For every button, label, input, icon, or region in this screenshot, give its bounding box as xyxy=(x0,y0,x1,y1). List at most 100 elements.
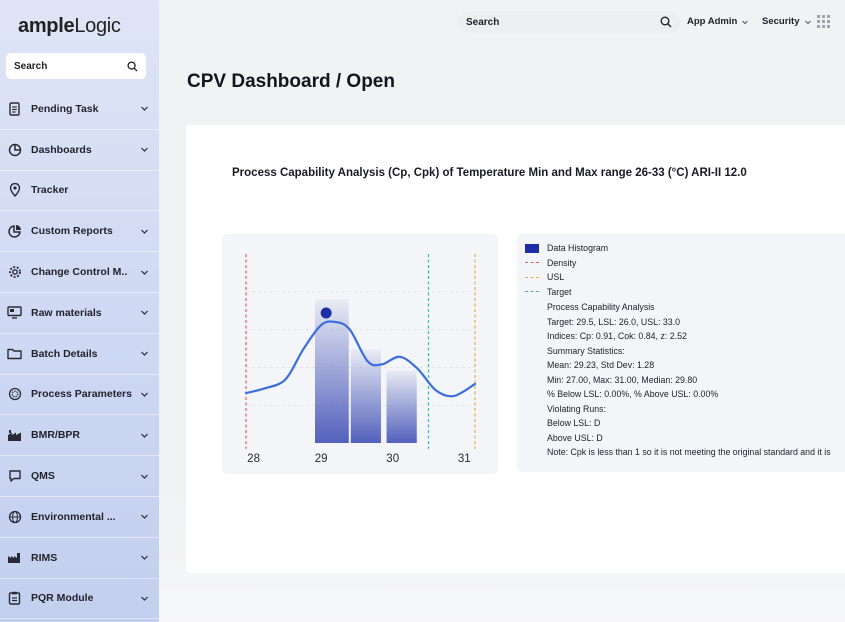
apps-grid-icon[interactable] xyxy=(817,15,830,28)
x-tick-label: 28 xyxy=(247,453,260,465)
histogram-bar xyxy=(386,370,417,443)
sidebar-item-raw-materials[interactable]: Raw materials xyxy=(0,293,159,334)
chevron-down-icon[interactable] xyxy=(139,430,149,440)
legend-label: Target xyxy=(547,286,572,297)
legend-entry[interactable]: Density xyxy=(525,258,576,268)
cog-dots-icon xyxy=(7,387,22,402)
sidebar-item-label: BMR/BPR xyxy=(31,429,80,442)
density-curve xyxy=(244,320,477,398)
security-menu[interactable]: Security xyxy=(762,16,812,27)
sidebar: ampleLogic Search Pending Task Dashboards… xyxy=(0,0,159,622)
sidebar-item-label: Change Control M.. xyxy=(31,266,128,279)
sidebar-item-environmental[interactable]: Environmental ... xyxy=(0,497,159,538)
top-search-input[interactable]: Search xyxy=(458,11,680,33)
sidebar-item-bmr-bpr[interactable]: BMR/BPR xyxy=(0,415,159,457)
legend-stat-line: Min: 27.00, Max: 31.00, Median: 29.80 xyxy=(547,374,698,385)
sidebar-item-label: Environmental ... xyxy=(31,510,116,523)
histogram-bar xyxy=(350,349,381,443)
chevron-down-icon[interactable] xyxy=(139,512,149,522)
app-logo[interactable]: ampleLogic xyxy=(18,15,121,37)
x-tick-label: 30 xyxy=(386,453,399,465)
chevron-down-icon[interactable] xyxy=(139,593,149,603)
sidebar-item-label: Pending Task xyxy=(31,102,99,115)
x-tick-label: 29 xyxy=(315,453,328,465)
chevron-down-icon[interactable] xyxy=(139,471,149,481)
gear-icon xyxy=(7,265,22,280)
chevron-down-icon[interactable] xyxy=(139,104,149,114)
sidebar-item-dashboards[interactable]: Dashboards xyxy=(0,130,159,171)
badge-icon xyxy=(7,591,22,606)
sidebar-item-pqr-module[interactable]: PQR Module xyxy=(0,579,159,620)
chevron-down-icon[interactable] xyxy=(139,553,149,563)
legend-entry[interactable]: Target xyxy=(525,287,571,297)
sidebar-search-input[interactable]: Search xyxy=(6,53,146,79)
factory-icon xyxy=(7,428,22,443)
search-icon[interactable] xyxy=(660,16,672,28)
chat-bubble-icon xyxy=(7,469,22,484)
location-pin-icon xyxy=(7,183,22,198)
peak-marker xyxy=(320,307,332,319)
sidebar-item-label: Tracker xyxy=(31,184,69,197)
legend-label: Data Histogram xyxy=(547,243,609,253)
sidebar-item-custom-reports[interactable]: Custom Reports xyxy=(0,211,159,253)
legend-stat-line: Violating Runs: xyxy=(547,403,607,414)
sidebar-item-label: RIMS xyxy=(31,551,58,564)
capability-chart-svg: 28 29 30 31 xyxy=(244,254,477,465)
legend-stat-line: Summary Statistics: xyxy=(547,345,625,356)
sidebar-item-label: Dashboards xyxy=(31,143,92,156)
legend-stat-line: Note: Cpk is less than 1 so it is not me… xyxy=(547,447,831,457)
sidebar-item-rims[interactable]: RIMS xyxy=(0,538,159,579)
legend-stat-line: Above USL: D xyxy=(547,432,603,443)
globe-icon xyxy=(7,509,22,524)
top-search-placeholder: Search xyxy=(466,16,500,28)
chart-legend: Data Histogram Density USL Target Process Ca… xyxy=(517,234,845,472)
search-icon[interactable] xyxy=(127,60,138,72)
legend-swatch xyxy=(525,258,539,267)
legend-stat-line: Below LSL: D xyxy=(547,418,601,428)
legend-swatch xyxy=(525,243,539,253)
chevron-down-icon[interactable] xyxy=(139,267,149,277)
user-menu[interactable]: App Admin xyxy=(687,16,749,27)
legend-label: Density xyxy=(547,257,577,268)
sidebar-item-process-parameters[interactable]: Process Parameters xyxy=(0,375,159,416)
chevron-down-icon[interactable] xyxy=(139,308,149,318)
legend-label: USL xyxy=(547,272,565,282)
chevron-down-icon[interactable] xyxy=(139,389,149,399)
chevron-down-icon[interactable] xyxy=(139,145,149,155)
chevron-down-icon[interactable] xyxy=(139,349,149,359)
chevron-down-icon[interactable] xyxy=(139,226,149,236)
monitor-icon xyxy=(7,305,22,320)
sidebar-item-label: Custom Reports xyxy=(31,225,113,238)
legend-stat-line: Indices: Cp: 0.91, Cok: 0.84, z: 2.52 xyxy=(547,331,687,341)
sidebar-item-label: QMS xyxy=(31,470,55,483)
document-icon xyxy=(7,101,22,116)
sidebar-item-label: Batch Details xyxy=(31,347,98,360)
sidebar-item-label: Process Parameters xyxy=(31,388,132,401)
sidebar-item-tracker[interactable]: Tracker xyxy=(0,171,159,212)
legend-entry[interactable]: Data Histogram xyxy=(525,243,608,253)
sidebar-search-placeholder: Search xyxy=(14,60,48,72)
folder-icon xyxy=(7,346,22,361)
sidebar-item-qms[interactable]: QMS xyxy=(0,456,159,497)
legend-stat-line: Mean: 29.23, Std Dev: 1.28 xyxy=(547,360,655,370)
page-title: CPV Dashboard / Open xyxy=(187,71,395,92)
industry-icon xyxy=(7,550,22,565)
capability-chart: 28 29 30 31 xyxy=(222,234,498,474)
legend-entry[interactable]: USL xyxy=(525,272,564,282)
report-pie-icon xyxy=(7,224,22,239)
sidebar-nav: Pending Task Dashboards Tracker Custom Repo… xyxy=(0,89,159,620)
legend-stat-line: Target: 29.5, LSL: 26.0, USL: 33.0 xyxy=(547,316,681,327)
legend-stat-line: % Below LSL: 0.00%, % Above USL: 0.00% xyxy=(547,389,719,399)
chevron-down-icon xyxy=(804,20,811,24)
legend-swatch xyxy=(525,273,539,282)
chart-heading: Process Capability Analysis (Cp, Cpk) of… xyxy=(232,167,747,179)
sidebar-item-batch-details[interactable]: Batch Details xyxy=(0,334,159,375)
sidebar-item-label: Raw materials xyxy=(31,306,102,319)
x-tick-label: 31 xyxy=(458,453,471,465)
sidebar-item-pending-task[interactable]: Pending Task xyxy=(0,89,159,130)
pie-chart-icon xyxy=(7,142,22,157)
sidebar-item-change-control-m[interactable]: Change Control M.. xyxy=(0,252,159,293)
legend-stat-line: Process Capability Analysis xyxy=(547,302,655,312)
user-menu-label: App Admin xyxy=(687,16,738,27)
sidebar-item-label: PQR Module xyxy=(31,592,94,605)
